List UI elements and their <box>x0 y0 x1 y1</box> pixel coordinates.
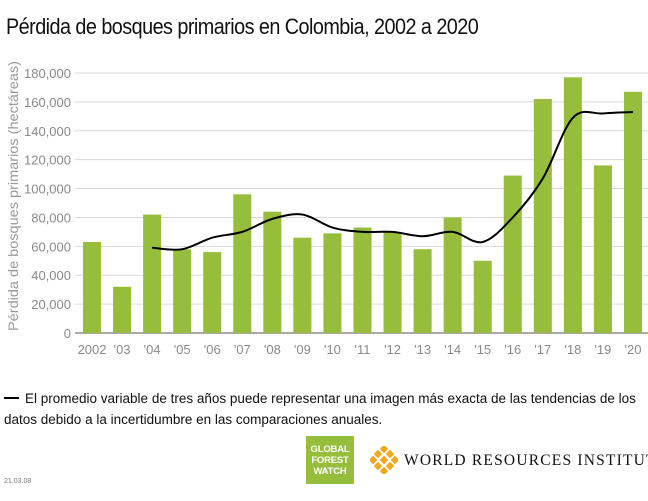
x-tick-label: 2002 <box>78 342 107 357</box>
gfw-logo: GLOBAL FOREST WATCH <box>306 436 354 484</box>
chart-title: Pérdida de bosques primarios en Colombia… <box>6 14 479 39</box>
x-tick-label: '12 <box>384 342 401 357</box>
bar <box>143 214 162 333</box>
y-tick-label: 80,000 <box>31 210 71 225</box>
bars-layer <box>83 77 642 334</box>
x-tick-label: '07 <box>234 342 251 357</box>
bar <box>593 165 612 333</box>
bar <box>323 233 342 333</box>
legend: El promedio variable de tres años puede … <box>4 388 644 430</box>
line-layer <box>152 110 634 251</box>
bar <box>383 231 402 333</box>
y-tick-label: 0 <box>64 326 71 341</box>
gfw-logo-line2: FOREST <box>311 454 349 466</box>
legend-text: El promedio variable de tres años puede … <box>4 391 636 427</box>
x-tick-label: '13 <box>414 342 431 357</box>
bar <box>233 194 252 333</box>
bar <box>113 286 132 333</box>
chart: 0 20,000 40,000 60,000 80,000 100,000 120,000 1… <box>5 61 648 357</box>
x-tick-label: '18 <box>564 342 581 357</box>
x-tick-label: '16 <box>504 342 521 357</box>
x-tick-label: '08 <box>264 342 281 357</box>
y-tick-label: 140,000 <box>24 124 71 139</box>
x-tick-label: '09 <box>294 342 311 357</box>
bar <box>533 99 552 333</box>
x-tick-label: '10 <box>324 342 341 357</box>
wri-logo-icon <box>370 446 398 474</box>
x-tick-label: '05 <box>174 342 191 357</box>
bar <box>563 77 582 333</box>
x-tick-label: '06 <box>204 342 221 357</box>
gfw-logo-line1: GLOBAL <box>310 443 350 455</box>
x-tick-label: '15 <box>474 342 491 357</box>
bar <box>293 237 312 333</box>
x-tick-label: '04 <box>144 342 161 357</box>
x-tick-label: '03 <box>114 342 131 357</box>
y-tick-label: 120,000 <box>24 153 71 168</box>
bar <box>83 242 102 333</box>
x-tick-label: '14 <box>444 342 461 357</box>
bar <box>503 175 522 333</box>
y-tick-label: 40,000 <box>31 268 71 283</box>
bar <box>203 252 222 333</box>
publication-date: 21.03.08 <box>4 478 32 485</box>
y-axis-label: Pérdida de bosques primarios (hectáreas) <box>5 61 21 331</box>
y-tick-label: 60,000 <box>31 239 71 254</box>
gfw-logo-line3: WATCH <box>313 465 347 477</box>
axis-layer: 0 20,000 40,000 60,000 80,000 100,000 120,000 1… <box>24 66 641 357</box>
x-tick-label: '17 <box>534 342 551 357</box>
legend-line-swatch <box>4 397 19 400</box>
three-year-average-line <box>152 110 634 251</box>
y-tick-label: 180,000 <box>24 66 71 81</box>
y-tick-label: 20,000 <box>31 297 71 312</box>
x-tick-label: '19 <box>594 342 611 357</box>
bar <box>473 260 492 333</box>
bar <box>623 91 642 334</box>
x-tick-label: '20 <box>624 342 641 357</box>
y-tick-label: 160,000 <box>24 95 71 110</box>
bar <box>443 217 462 333</box>
wri-logo-text: WORLD RESOURCES INSTITUTE <box>404 452 648 469</box>
x-tick-label: '11 <box>355 342 371 357</box>
bar <box>173 249 192 333</box>
bar <box>413 249 432 333</box>
y-tick-label: 100,000 <box>24 182 71 197</box>
bar <box>353 227 372 333</box>
bar <box>263 211 282 333</box>
